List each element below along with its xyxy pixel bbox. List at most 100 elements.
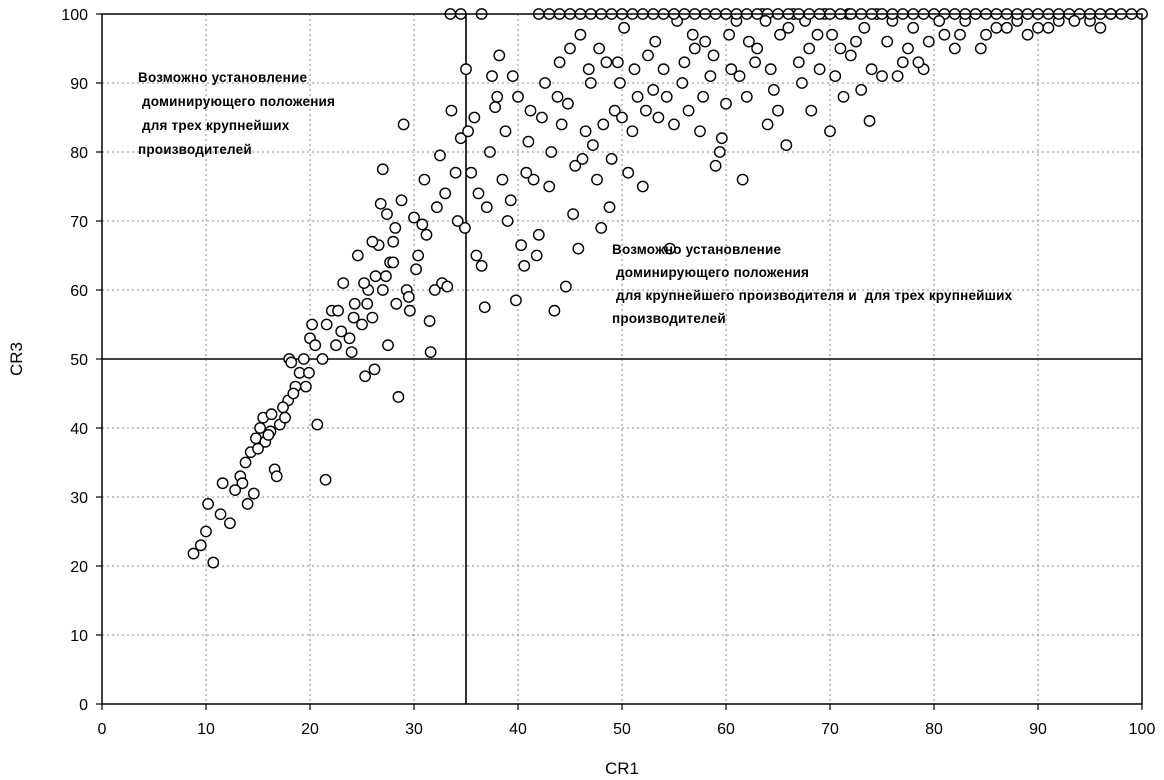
data-point xyxy=(622,166,635,179)
data-point xyxy=(896,56,909,69)
data-point xyxy=(389,221,402,234)
y-tick-label: 10 xyxy=(70,628,88,645)
data-point xyxy=(380,270,392,283)
data-point xyxy=(337,277,350,289)
data-point xyxy=(449,166,462,179)
data-point xyxy=(844,49,857,62)
data-point xyxy=(891,70,904,83)
data-point xyxy=(418,173,431,186)
x-tick-label: 30 xyxy=(405,721,423,738)
data-point xyxy=(551,90,564,103)
annotation-right: Возможно установление доминирующего поло… xyxy=(612,242,1016,326)
data-point xyxy=(347,311,360,324)
data-point xyxy=(265,408,278,421)
data-point xyxy=(902,42,914,55)
data-point xyxy=(715,132,728,145)
data-point xyxy=(397,118,410,131)
x-tick-label: 100 xyxy=(1129,721,1156,738)
data-point xyxy=(539,77,551,89)
data-point xyxy=(530,249,543,262)
data-point xyxy=(699,35,712,48)
data-point xyxy=(829,70,842,83)
data-point xyxy=(761,118,774,131)
data-point xyxy=(484,146,496,158)
data-point xyxy=(636,180,649,193)
data-point xyxy=(631,90,644,103)
data-point xyxy=(451,215,464,227)
data-point xyxy=(579,125,592,138)
data-point xyxy=(515,239,528,252)
data-point xyxy=(668,118,680,131)
data-point xyxy=(912,56,925,69)
data-point xyxy=(216,477,229,490)
data-point xyxy=(688,42,701,55)
data-point xyxy=(616,111,628,124)
data-point xyxy=(390,297,403,310)
data-point xyxy=(299,380,312,393)
data-point xyxy=(805,104,818,117)
data-point xyxy=(595,221,608,234)
data-point xyxy=(803,42,816,55)
data-point xyxy=(348,297,361,310)
data-point xyxy=(686,28,699,41)
data-point xyxy=(582,63,595,76)
x-tick-label: 20 xyxy=(301,721,319,738)
data-points xyxy=(187,8,1148,569)
data-point xyxy=(720,97,732,110)
data-point xyxy=(725,63,738,76)
data-point xyxy=(834,42,847,55)
data-point xyxy=(496,173,509,186)
data-point xyxy=(767,84,780,96)
y-tick-label: 0 xyxy=(79,697,88,714)
data-point xyxy=(480,201,493,214)
data-point xyxy=(491,90,504,103)
data-point xyxy=(562,97,574,110)
data-point xyxy=(907,21,920,34)
data-point xyxy=(345,346,358,358)
data-point xyxy=(1000,21,1013,34)
data-point xyxy=(713,146,726,158)
data-point xyxy=(678,56,691,69)
data-point xyxy=(520,166,533,179)
data-point xyxy=(499,125,512,138)
data-point xyxy=(187,547,200,560)
data-point xyxy=(614,77,626,89)
data-point xyxy=(254,422,266,434)
y-tick-label: 60 xyxy=(70,283,88,300)
data-point xyxy=(704,70,717,83)
data-point xyxy=(574,28,587,41)
data-point xyxy=(608,104,621,117)
data-point xyxy=(536,111,548,124)
data-point xyxy=(369,270,382,283)
data-point xyxy=(548,304,561,317)
data-point xyxy=(569,159,582,172)
x-tick-labels: 0 10 20 30 40 50 60 70 80 90 100 xyxy=(98,704,1156,738)
data-point xyxy=(351,249,364,262)
annotation-right-line-1: Возможно установление xyxy=(612,242,781,257)
data-point xyxy=(202,497,214,510)
data-point xyxy=(214,508,227,521)
data-point xyxy=(468,111,481,124)
data-point xyxy=(368,363,381,376)
data-point xyxy=(1032,21,1044,34)
data-point xyxy=(524,104,537,117)
data-point xyxy=(813,63,826,76)
data-point xyxy=(865,63,878,76)
data-point xyxy=(990,21,1003,34)
data-point xyxy=(564,42,576,55)
data-point xyxy=(567,208,580,221)
y-tick-label: 100 xyxy=(61,7,88,24)
data-point xyxy=(207,556,220,569)
data-point xyxy=(319,473,332,486)
data-point xyxy=(366,311,379,324)
data-point xyxy=(676,77,689,89)
data-point xyxy=(358,277,370,289)
data-point xyxy=(660,90,673,103)
data-point xyxy=(239,456,252,469)
data-point xyxy=(430,201,443,214)
data-point xyxy=(332,304,344,317)
x-tick-label: 40 xyxy=(509,721,527,738)
data-point xyxy=(600,56,613,69)
data-point xyxy=(506,70,519,83)
data-point xyxy=(434,149,446,162)
